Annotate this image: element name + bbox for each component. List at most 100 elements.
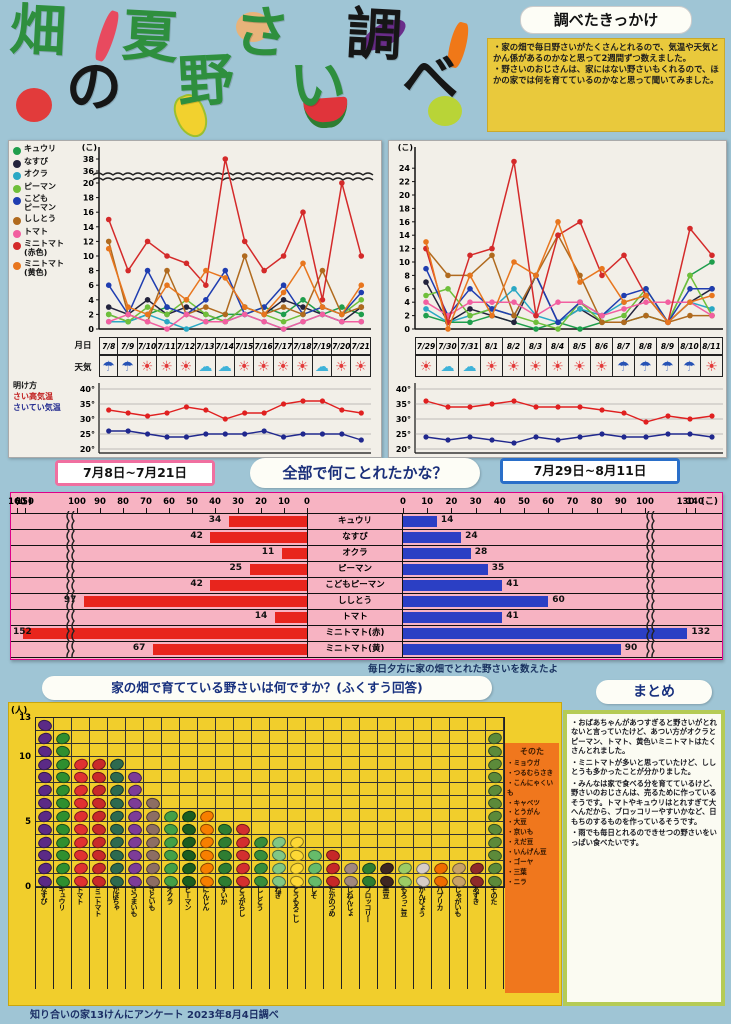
axis-tick: 100 [68,497,86,507]
sonota-item: こんにゃくいも [507,779,557,799]
picto-cell-icon [252,834,270,850]
totals-bar-chart: (こ) (こ) キュウリ 34 14 なすび 42 24 オクラ 11 28 ピーマン 25 35 こど… [8,492,723,660]
temp-time-label: 明け方 [13,381,37,390]
svg-text:2: 2 [404,312,410,321]
picto-col-label: ミニトマト [90,886,108,989]
picto-cell-icon [486,782,504,798]
legend-label: キュウリ [24,144,56,153]
series-さい高気温 [106,398,364,422]
bar-left [228,516,307,527]
picto-col-label: にんじん [198,886,216,989]
picto-col-label: とうがらし [234,886,252,989]
svg-text:14: 14 [399,231,411,240]
legend-swatch [13,217,21,226]
axis-tick-mark [596,508,598,513]
bar-left [249,564,307,575]
picto-cell-icon [270,860,288,876]
date-row: 7/29 7/30 7/31 8/1 8/2 8/3 8/4 8/5 8/6 8/7 8/8 8/9 8… [415,337,723,355]
axis-tick-mark [17,508,18,513]
sun-icon: ☀ [254,355,274,377]
svg-text:20°: 20° [80,445,95,454]
svg-text:8: 8 [88,267,94,276]
picto-cell-icon [270,847,288,863]
bar-row: こどもピーマン 42 41 [11,578,722,594]
sun-icon: ☀ [591,355,613,377]
bar-value-right: 28 [474,547,488,557]
sun-icon: ☀ [137,355,158,377]
axis-tick-mark [192,508,193,513]
picto-col-label: ピーマン [180,886,198,989]
bar-value-left: 97 [63,595,77,605]
picto-grid [35,717,505,889]
date-cell: 7/19 [312,337,333,355]
bar-right [403,516,437,527]
title-char: 野 [176,47,236,116]
bar-category-label: ピーマン [307,562,403,577]
legend-label: ピーマン [24,181,56,191]
picto-cell-icon [36,756,54,772]
cloud-icon: ☁ [215,355,235,377]
picto-col-label: ねぎ [270,886,288,989]
legend-item: トマト [11,227,73,238]
bar-right [403,596,549,607]
series-トマト [105,311,365,332]
legend-swatch [13,197,21,205]
weather-row: ☂ ☂ ☀ ☀ ☀ ☁ ☁ ☀ ☀ ☀ ☀ ☁ ☀ ☀ [99,355,371,377]
svg-text:25°: 25° [80,430,95,439]
bar-left [23,628,307,639]
picto-cell-icon [144,795,162,811]
bar-category-label: ミニトマト(黄) [307,642,403,657]
temp-row-labels: 明け方 さい高気温 さいてい気温 [13,381,71,413]
picto-cell-icon [162,847,180,863]
bar-value-right: 14 [440,515,454,525]
picto-cell-icon [36,730,54,746]
matome-title: まとめ [596,680,712,704]
picto-cell-icon [486,821,504,837]
picto-cell-icon [486,769,504,785]
picto-col-label: パプリカ [432,886,450,989]
bar-row: キュウリ 34 14 [11,514,722,530]
umbrella-icon: ☂ [118,355,138,377]
svg-text:38: 38 [83,155,95,164]
picto-cell-icon [54,821,72,837]
bar-category-label: オクラ [307,546,403,561]
date-cell: 8/3 [525,337,547,355]
bar-right [403,644,621,655]
picto-cell-icon [36,769,54,785]
legend-swatch [13,229,21,238]
pictograph-title: 家の畑で育てている野さいは何ですか？(ふくすう回答) [42,676,492,700]
axis-tick: 60 [542,497,555,507]
axis-tick-mark [238,508,239,513]
picto-col-label: ブロッコリー [360,886,378,989]
bar-value-right: 60 [552,595,565,605]
picto-cell-icon [36,860,54,876]
umbrella-icon: ☂ [657,355,679,377]
svg-text:16: 16 [83,208,95,217]
legend-label: オクラ [24,169,48,178]
picto-cell-icon [234,847,252,863]
axis-tick: 160 [8,497,26,507]
sonota-title: そのた [520,747,544,756]
sun-icon: ☀ [415,355,437,377]
picto-col-label: さつまいも [126,886,144,989]
axis-tick-mark [25,508,26,513]
picto-y-label: 10 [19,752,31,762]
picto-cell-icon [90,769,108,785]
axis-tick-mark [499,508,501,513]
axis-tick-mark [284,508,285,513]
picto-cell-icon [486,756,504,772]
cloud-icon: ☁ [459,355,481,377]
reason-item: 家の畑で毎日野さいがたくさんとれるので、気温や天気とかん係があるのかなと思って2… [493,42,719,64]
svg-text:(こ): (こ) [82,143,97,152]
picto-col-label: あずき [468,886,486,989]
date-cell: 8/1 [481,337,503,355]
picto-cell-icon [72,834,90,850]
matome-item: みんなは家で食べる分を育てているけど、野さいのおじさんは、売るために作っているそ… [571,779,717,826]
svg-text:20: 20 [83,179,95,188]
bar-row: ミニトマト(黄) 67 90 [11,642,722,658]
svg-text:18: 18 [83,194,95,203]
axis-tick: 80 [117,497,129,507]
picto-cell-icon [468,860,486,876]
matome-box: おばあちゃんがあつすぎると野さいがとれないと言っていたけど、あつい方がオクラとピ… [563,710,725,1006]
umbrella-icon: ☂ [635,355,657,377]
